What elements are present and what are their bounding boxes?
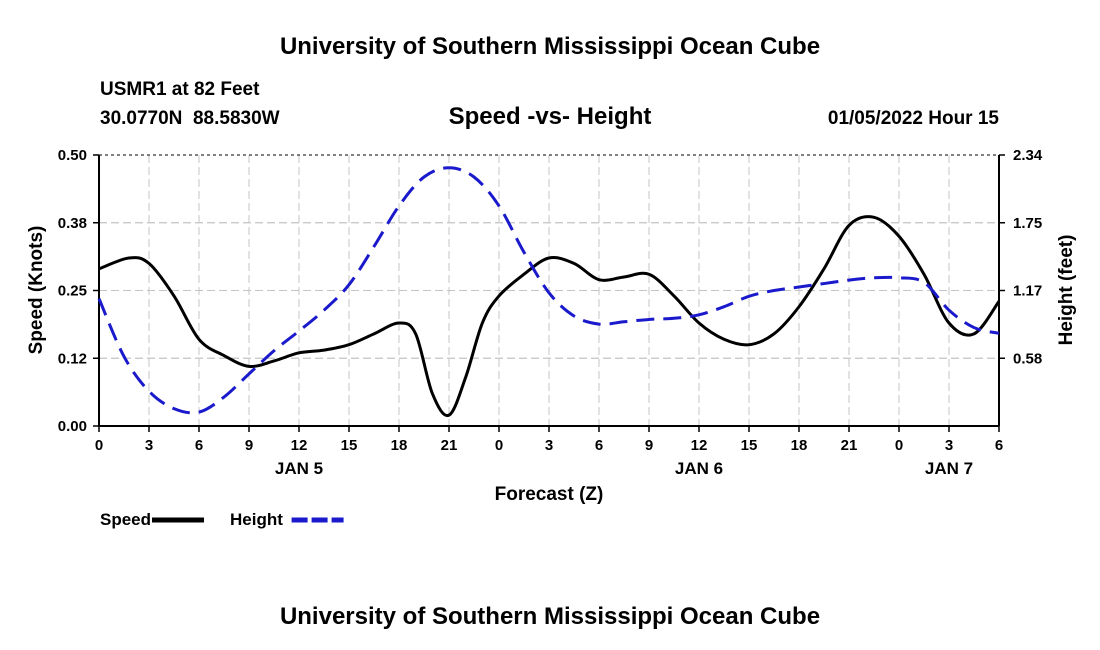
y-axis-label-right: Height (feet) (1056, 235, 1077, 346)
y-tick-label-left: 0.38 (58, 215, 87, 232)
x-tick-label: 3 (945, 437, 953, 454)
y-tick-label-left: 0.50 (58, 147, 87, 164)
x-tick-label: 15 (341, 437, 358, 454)
legend: Speed Height (100, 510, 344, 529)
y-tick-label-right: 0.58 (1013, 350, 1042, 367)
x-tick-label: 0 (895, 437, 903, 454)
x-tick-label: 18 (791, 437, 808, 454)
series-line-speed (98, 215, 1001, 418)
location-label: 30.0770N 88.5830W (100, 108, 280, 129)
y-axis-label-left: Speed (Knots) (26, 226, 47, 355)
y-tick-label-left: 0.00 (58, 418, 87, 435)
x-tick-label: 0 (95, 437, 103, 454)
x-tick-label: 6 (595, 437, 603, 454)
x-tick-label: 15 (741, 437, 758, 454)
y-tick-label-right: 1.75 (1013, 215, 1042, 232)
station-label: USMR1 at 82 Feet (100, 79, 260, 100)
x-axis: 0 3 6 9 12 15 18 21 0 3 6 9 12 15 18 21 0 3 6 JAN 5 JAN 6 JAN… (95, 426, 1003, 478)
series-lines (97, 166, 1001, 418)
chart-subtitle: Speed -vs- Height (449, 103, 652, 130)
x-tick-label: 3 (545, 437, 553, 454)
series-line-height (97, 166, 1000, 415)
y-tick-label-left: 0.12 (58, 350, 87, 367)
x-tick-label: 9 (245, 437, 253, 454)
forecast-date: 01/05/2022 Hour 15 (828, 108, 1000, 129)
x-tick-label: 12 (691, 437, 708, 454)
x-axis-label: Forecast (Z) (495, 484, 604, 505)
day-label: JAN 5 (275, 459, 323, 478)
x-tick-label: 3 (145, 437, 153, 454)
y-tick-label-left: 0.25 (58, 283, 87, 300)
legend-label-speed: Speed (100, 510, 151, 529)
x-tick-label: 9 (645, 437, 653, 454)
legend-label-height: Height (230, 510, 283, 529)
day-label: JAN 7 (925, 459, 973, 478)
y-axis-left: 0.00 0.12 0.25 0.38 0.50 (58, 147, 99, 435)
footer-title: University of Southern Mississippi Ocean… (280, 603, 820, 630)
y-axis-right: 0.58 1.17 1.75 2.34 (999, 147, 1043, 367)
x-tick-label: 21 (441, 437, 458, 454)
x-tick-label: 0 (495, 437, 503, 454)
day-label: JAN 6 (675, 459, 723, 478)
y-tick-label-right: 2.34 (1013, 147, 1043, 164)
x-tick-label: 12 (291, 437, 308, 454)
x-tick-label: 21 (841, 437, 858, 454)
x-tick-label: 18 (391, 437, 408, 454)
x-tick-label: 6 (995, 437, 1003, 454)
chart-title: University of Southern Mississippi Ocean… (280, 33, 820, 60)
x-tick-label: 6 (195, 437, 203, 454)
y-tick-label-right: 1.17 (1013, 283, 1042, 300)
